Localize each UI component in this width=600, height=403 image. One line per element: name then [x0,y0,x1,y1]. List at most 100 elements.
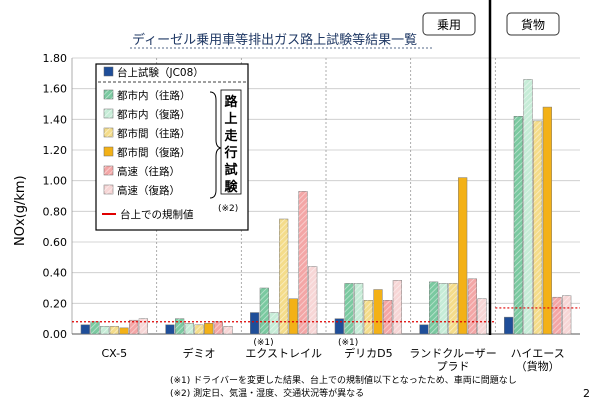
bar-hatch [438,283,448,334]
legend-group-char: 路 [224,94,238,110]
bar-hatch [477,298,487,334]
y-tick-label: 1.40 [43,113,68,126]
bar-hatch [562,295,572,334]
legend-swatch [103,66,114,77]
bar [419,324,429,335]
legend-swatch-hatch [104,109,113,118]
bar-hatch [223,326,233,334]
legend-limit-label: 台上での規制値 [120,208,194,221]
y-tick-label: 1.80 [43,52,68,65]
bar [119,327,129,335]
category-label: デミオ [183,346,216,360]
y-axis-label: NOx(g/km) [13,175,28,246]
section-box-freight [506,12,560,36]
legend-label: 都市内（復路） [117,108,191,121]
legend-group-note: (※2) [218,204,238,214]
y-tick-label: 0.80 [43,205,68,218]
legend-label: 都市間（往路） [117,127,191,140]
category-note: (※1) [253,338,273,348]
bar-hatch [259,288,269,334]
category-label: エクストレイル [245,347,322,360]
bar-hatch [90,321,100,334]
legend-label: 都市内（往路） [117,89,191,102]
legend-group-char: 行 [223,145,237,161]
bar-hatch [194,324,204,334]
limit-lines [72,307,580,323]
legend-group-box [220,89,242,195]
y-tick-label: 1.60 [43,83,68,96]
bar-hatch [129,320,139,334]
legend-group-char: 験 [224,179,238,195]
legend-group-char: 上 [224,112,237,127]
bar [334,318,344,335]
bar [80,324,90,335]
bar-hatch [344,283,354,334]
bar [204,323,214,335]
bar [542,106,552,335]
legend-label: 台上試験（JC08） [117,66,204,79]
legend-swatch-hatch [104,128,113,137]
bar-hatch [175,318,184,334]
bar [165,324,175,335]
page-number: 2 [583,387,590,400]
legend-swatch-hatch [104,90,113,99]
footnote-2: (※2) 測定日、気温・湿度、交通状況等が異なる [170,387,364,399]
legend-label: 高速（復路） [117,184,180,197]
bar-hatch [393,280,402,334]
bar-hatch [523,79,533,334]
section-label-freight: 貨物 [521,17,545,32]
bar-hatch [448,283,458,334]
bar-hatch [383,300,393,334]
bar-hatch [429,281,438,334]
bar-hatch [308,266,318,334]
y-ticks: 0.00 0.20 0.40 0.60 0.80 1.00 1.20 1.40 1.60 1.80 [43,52,68,341]
bar [373,289,383,335]
y-tick-label: 0.60 [43,236,68,249]
bar-hatch [468,278,477,334]
y-tick-label: 0.00 [43,328,68,341]
legend-group-char: 試 [224,162,237,178]
category-note: (※1) [338,338,358,348]
legend-swatch-hatch [104,185,113,194]
bar-hatch [354,283,363,334]
legend-swatch [103,146,114,157]
bar-hatch [298,191,308,334]
legend-label: 都市間（復路） [117,146,191,159]
bar [250,312,260,335]
category-labels: CX-5 デミオ エクストレイル(※1)デリカD5(※1)ランドクルーザープラドハイ… [102,338,565,373]
bar-hatch [214,321,223,334]
bar-hatch [269,312,279,334]
section-box-passenger [422,12,476,36]
footnote-1: (※1) ドライバーを変更した結果、台上での規制値以下となったため、車両に問題な… [170,374,517,386]
bar-hatch [513,116,523,335]
y-tick-label: 1.00 [43,175,68,188]
bar-hatch [533,120,543,334]
bar [458,177,468,335]
legend-items: 台上試験（JC08） 都市内（往路） 都市内（復路） 都市間（往路） 都市間（復路） 高速… [102,66,204,221]
bar-hatch [100,326,109,334]
category-label: CX-5 [102,347,128,360]
y-tick-label: 0.20 [43,297,68,310]
bar [288,298,298,335]
category-label: デリカD5 [344,346,392,360]
bar-hatch [139,318,148,334]
legend-swatch-hatch [104,166,113,175]
chart-title: ディーゼル乗用車等排出ガス路上試験等結果一覧 [132,32,417,48]
bar-hatch [109,326,119,334]
legend-group-char: 走 [224,128,238,144]
bar-hatch [279,219,289,334]
bar-hatch [184,323,194,334]
bar [504,316,514,335]
category-label: ランドクルーザープラド [409,347,496,373]
y-tick-label: 1.20 [43,144,68,157]
category-label: ハイエース（貨物） [511,347,565,373]
y-tick-label: 0.40 [43,267,68,280]
bar-hatch [363,300,373,334]
bars [80,79,572,335]
bar-hatch [552,297,562,334]
legend-label: 高速（往路） [117,165,180,178]
section-label-passenger: 乗用 [437,18,461,32]
